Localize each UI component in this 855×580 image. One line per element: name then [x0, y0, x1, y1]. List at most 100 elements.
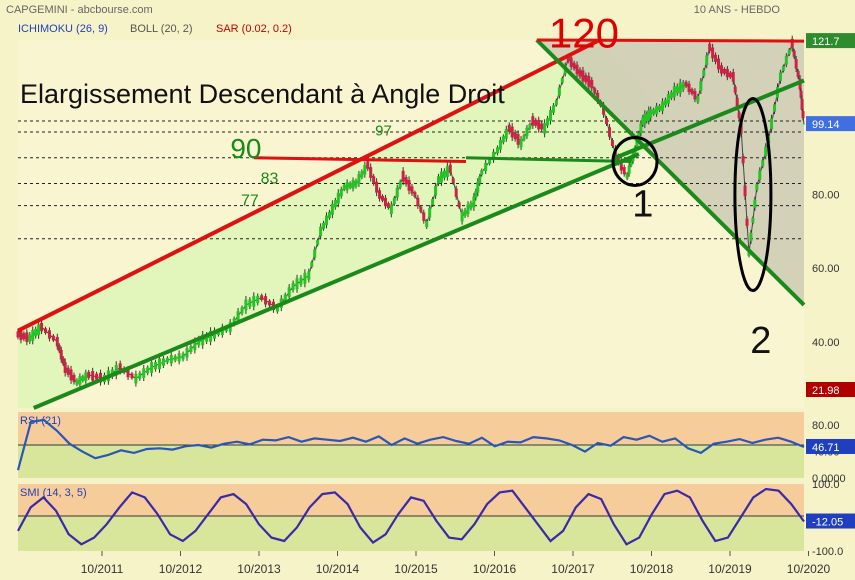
- candle-up: [336, 192, 340, 204]
- candle-down: [44, 328, 48, 334]
- candle-down: [381, 195, 385, 201]
- candle-up: [146, 367, 150, 374]
- candle-down: [607, 127, 611, 137]
- candle-up: [643, 113, 647, 125]
- candle-up: [705, 55, 709, 66]
- smi-label: SMI (14, 3, 5): [20, 487, 87, 499]
- candle-up: [678, 82, 682, 94]
- candle-down: [534, 119, 538, 126]
- candle-down: [616, 156, 620, 164]
- candle-down: [510, 126, 514, 138]
- candle-down: [622, 167, 626, 175]
- candle-up: [649, 109, 653, 118]
- candle-down: [516, 133, 520, 145]
- candle-down: [22, 333, 26, 340]
- candle-down: [413, 192, 417, 197]
- y-tick-label: 40.00: [812, 337, 840, 349]
- candle-up: [236, 311, 240, 321]
- green-falling-line: [535, 38, 806, 307]
- candle-down: [419, 206, 423, 212]
- candle-up: [663, 99, 667, 106]
- candle-up: [669, 92, 673, 99]
- candle-down: [690, 89, 694, 94]
- x-tick-label: 10/2019: [708, 562, 752, 576]
- candle-up: [363, 164, 367, 175]
- candle-up: [647, 110, 651, 121]
- candle-up: [348, 182, 352, 188]
- candle-up: [169, 355, 173, 364]
- top-value-label: 121.7: [812, 36, 840, 48]
- candle-down: [513, 132, 517, 140]
- candle-up: [138, 372, 142, 379]
- candle-up: [303, 272, 307, 284]
- last-value-box: [806, 116, 855, 132]
- last-value-box: [806, 438, 855, 454]
- candle-up: [345, 182, 349, 191]
- candle-down: [130, 373, 134, 379]
- candle-up: [313, 249, 317, 258]
- candle-down: [800, 99, 804, 110]
- candle-up: [472, 196, 476, 208]
- candle-down: [587, 76, 591, 87]
- annotation-label: 1: [632, 184, 653, 226]
- candle-up: [551, 105, 555, 113]
- candle-up: [428, 208, 432, 218]
- candle-up: [291, 282, 295, 291]
- candle-down: [410, 186, 414, 194]
- candle-up: [134, 373, 138, 384]
- x-tick-label: 10/2020: [787, 562, 831, 576]
- candle-up: [389, 204, 393, 215]
- candle-down: [375, 181, 379, 193]
- source-label: CAPGEMINI - abcbourse.com: [6, 4, 153, 16]
- candle-down: [264, 296, 268, 305]
- candle-up: [201, 334, 205, 346]
- candle-up: [330, 203, 334, 215]
- candle-up: [232, 318, 236, 325]
- candle-up: [702, 70, 706, 77]
- candle-up: [84, 372, 88, 381]
- candle-up: [398, 181, 402, 188]
- candle-down: [72, 374, 76, 383]
- candle-down: [87, 371, 91, 378]
- candle-down: [714, 54, 718, 62]
- candle-up: [37, 324, 41, 336]
- candle-down: [51, 335, 55, 341]
- candle-up: [81, 376, 85, 381]
- candle-down: [687, 83, 691, 93]
- candle-up: [761, 160, 765, 167]
- candle-up: [476, 181, 480, 193]
- candle-down: [799, 90, 803, 98]
- chart-title: Elargissement Descendant à Angle Droit: [20, 79, 505, 109]
- candle-up: [283, 294, 287, 301]
- y-tick-label: -100.0: [812, 546, 843, 558]
- candle-down: [741, 156, 745, 164]
- candle-up: [466, 204, 470, 215]
- candle-down: [731, 72, 735, 82]
- candle-up: [322, 222, 326, 229]
- indicator-boll: BOLL (20, 2): [130, 23, 193, 35]
- candle-up: [287, 287, 291, 297]
- candle-up: [392, 198, 396, 204]
- indicator-sar: SAR (0.02, 0.2): [216, 23, 292, 35]
- candle-down: [584, 75, 588, 83]
- candle-up: [295, 278, 299, 290]
- x-tick-label: 10/2018: [630, 562, 674, 576]
- smi-bottom-band: [18, 516, 804, 551]
- candle-up: [154, 362, 158, 370]
- candle-down: [448, 164, 452, 173]
- candle-up: [310, 262, 314, 267]
- candle-down: [602, 105, 606, 115]
- last-value-box: [806, 513, 855, 529]
- candle-up: [522, 135, 526, 140]
- candle-up: [463, 209, 467, 216]
- candle-down: [40, 322, 44, 332]
- candle-down: [386, 203, 390, 208]
- candle-up: [439, 171, 443, 183]
- candle-down: [537, 119, 541, 130]
- candle-down: [684, 81, 688, 87]
- candle-up: [546, 118, 550, 126]
- candle-down: [722, 68, 726, 74]
- candle-down: [16, 331, 20, 338]
- candle-up: [193, 340, 197, 351]
